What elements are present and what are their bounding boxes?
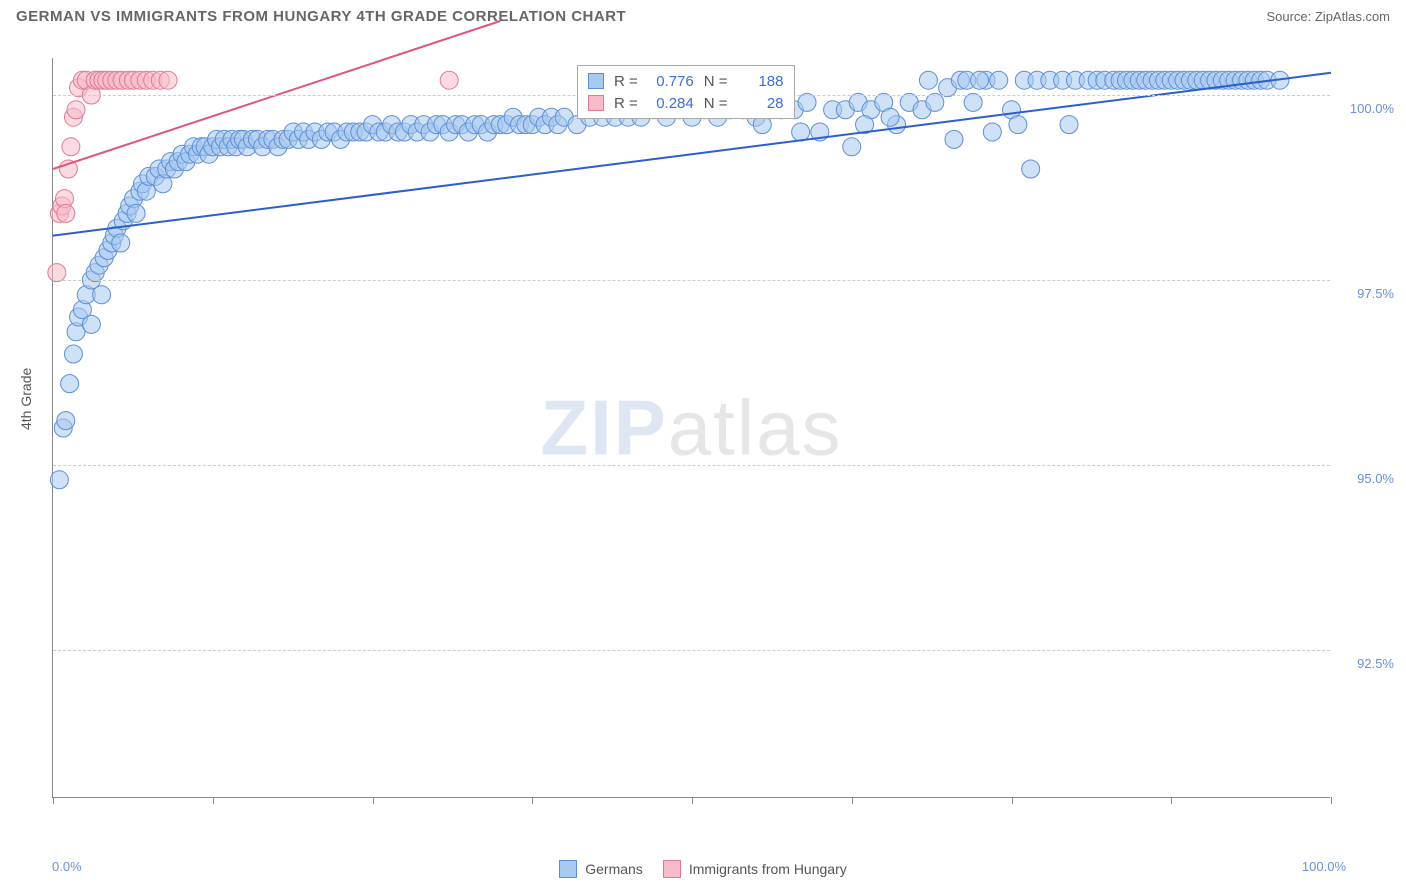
data-point bbox=[964, 93, 982, 111]
stats-r-value: 0.776 bbox=[648, 73, 694, 90]
legend: Germans Immigrants from Hungary bbox=[0, 860, 1406, 878]
stats-box: R = 0.776 N = 188 R = 0.284 N = 28 bbox=[577, 65, 795, 119]
grid-line bbox=[53, 650, 1330, 651]
x-tick bbox=[532, 797, 533, 804]
data-point bbox=[440, 71, 458, 89]
stats-row: R = 0.284 N = 28 bbox=[588, 92, 784, 114]
stats-swatch bbox=[588, 95, 604, 111]
data-point bbox=[64, 345, 82, 363]
y-axis-title: 4th Grade bbox=[18, 368, 34, 430]
stats-n-label: N = bbox=[704, 95, 728, 112]
x-tick bbox=[53, 797, 54, 804]
chart-title: GERMAN VS IMMIGRANTS FROM HUNGARY 4TH GR… bbox=[16, 8, 626, 25]
data-point bbox=[112, 234, 130, 252]
data-point bbox=[919, 71, 937, 89]
data-point bbox=[1060, 116, 1078, 134]
legend-label: Immigrants from Hungary bbox=[689, 861, 847, 877]
data-point bbox=[50, 471, 68, 489]
data-point bbox=[62, 138, 80, 156]
stats-r-label: R = bbox=[614, 73, 638, 90]
x-tick bbox=[1171, 797, 1172, 804]
y-tick-label: 95.0% bbox=[1357, 471, 1394, 486]
stats-r-value: 0.284 bbox=[648, 95, 694, 112]
data-point bbox=[1009, 116, 1027, 134]
data-point bbox=[57, 412, 75, 430]
y-tick-label: 100.0% bbox=[1350, 101, 1394, 116]
x-tick bbox=[852, 797, 853, 804]
data-point bbox=[1022, 160, 1040, 178]
stats-swatch bbox=[588, 73, 604, 89]
legend-swatch bbox=[559, 860, 577, 878]
data-point bbox=[67, 101, 85, 119]
data-point bbox=[127, 204, 145, 222]
data-point bbox=[48, 264, 66, 282]
data-point bbox=[798, 93, 816, 111]
stats-n-value: 28 bbox=[738, 95, 784, 112]
stats-row: R = 0.776 N = 188 bbox=[588, 70, 784, 92]
data-point bbox=[971, 71, 989, 89]
chart-plot-area: ZIPatlas 100.0%97.5%95.0%92.5% R = 0.776… bbox=[52, 58, 1330, 798]
source-label: Source: ZipAtlas.com bbox=[1266, 9, 1390, 24]
data-point bbox=[926, 93, 944, 111]
legend-swatch bbox=[663, 860, 681, 878]
legend-item: Immigrants from Hungary bbox=[663, 860, 847, 878]
data-point bbox=[61, 375, 79, 393]
data-point bbox=[82, 315, 100, 333]
stats-n-label: N = bbox=[704, 73, 728, 90]
stats-n-value: 188 bbox=[738, 73, 784, 90]
data-point bbox=[93, 286, 111, 304]
stats-r-label: R = bbox=[614, 95, 638, 112]
y-tick-label: 97.5% bbox=[1357, 286, 1394, 301]
data-point bbox=[57, 204, 75, 222]
data-point bbox=[990, 71, 1008, 89]
x-tick bbox=[373, 797, 374, 804]
grid-line bbox=[53, 465, 1330, 466]
scatter-svg bbox=[53, 58, 1330, 797]
grid-line bbox=[53, 280, 1330, 281]
legend-item: Germans bbox=[559, 860, 643, 878]
legend-label: Germans bbox=[585, 861, 643, 877]
x-tick bbox=[1012, 797, 1013, 804]
data-point bbox=[159, 71, 177, 89]
x-tick bbox=[692, 797, 693, 804]
data-point bbox=[843, 138, 861, 156]
x-tick bbox=[213, 797, 214, 804]
x-tick bbox=[1331, 797, 1332, 804]
data-point bbox=[945, 130, 963, 148]
data-point bbox=[792, 123, 810, 141]
y-tick-label: 92.5% bbox=[1357, 656, 1394, 671]
title-bar: GERMAN VS IMMIGRANTS FROM HUNGARY 4TH GR… bbox=[0, 0, 1406, 29]
data-point bbox=[983, 123, 1001, 141]
data-point bbox=[881, 108, 899, 126]
